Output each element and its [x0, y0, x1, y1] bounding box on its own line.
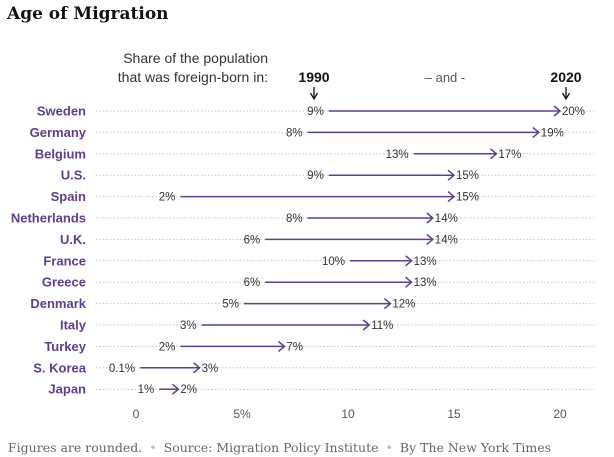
arrow-head — [405, 276, 413, 288]
end-value-label: 19% — [541, 127, 564, 139]
end-value-label: 12% — [392, 299, 415, 311]
footer-credit: By The New York Times — [399, 440, 552, 455]
legend-end-year: 2020 — [550, 69, 581, 85]
legend-line-2: that was foreign-born in: — [118, 69, 268, 85]
arrow-head — [277, 340, 286, 352]
footer-note: Figures are rounded. — [8, 440, 143, 455]
end-value-label: 15% — [456, 170, 479, 182]
end-value-label: 13% — [414, 277, 437, 289]
end-value-label: 14% — [435, 213, 458, 225]
footer: Figures are rounded. • Source: Migration P… — [8, 440, 551, 455]
arrow-head — [532, 126, 540, 138]
arrow-chart: Share of the population that was foreign-… — [11, 50, 594, 421]
start-value-label: 0.1% — [109, 363, 135, 375]
arrow-head — [383, 298, 392, 310]
country-label: Spain — [51, 189, 86, 204]
start-value-label: 9% — [307, 170, 324, 182]
country-label: Netherlands — [11, 211, 86, 226]
end-value-label: 3% — [202, 363, 219, 375]
start-value-label: 3% — [180, 320, 197, 332]
start-value-label: 5% — [222, 299, 239, 311]
end-value-label: 20% — [562, 106, 585, 118]
end-value-label: 7% — [286, 341, 303, 353]
arrow-head — [193, 362, 201, 374]
country-label: Greece — [42, 275, 86, 290]
end-value-label: 11% — [371, 320, 393, 332]
footer-separator: • — [149, 440, 157, 455]
arrow-head — [405, 255, 413, 267]
x-tick-label: 10 — [341, 407, 355, 421]
footer-separator: • — [385, 440, 393, 455]
start-value-label: 9% — [307, 106, 324, 118]
start-value-label: 6% — [244, 234, 261, 246]
arrow-head — [426, 233, 434, 245]
country-label: Italy — [60, 318, 87, 333]
country-label: Denmark — [30, 296, 86, 311]
legend-end-pointer-head — [561, 92, 571, 101]
legend-start-pointer-head — [309, 92, 319, 101]
arrow-head — [447, 191, 456, 203]
arrow-head — [171, 383, 180, 395]
arrow-head — [489, 148, 498, 160]
country-label: U.K. — [60, 232, 86, 247]
country-label: S. Korea — [33, 360, 87, 375]
country-label: Japan — [48, 382, 86, 397]
start-value-label: 13% — [386, 149, 409, 161]
x-tick-label: 15 — [447, 407, 461, 421]
legend-start-year: 1990 — [298, 69, 329, 85]
end-value-label: 14% — [435, 234, 458, 246]
country-label: Belgium — [35, 146, 86, 161]
country-label: Germany — [30, 125, 87, 140]
country-label: U.S. — [61, 168, 86, 183]
x-tick-label: 20 — [553, 407, 567, 421]
start-value-label: 10% — [322, 256, 345, 268]
start-value-label: 1% — [138, 384, 155, 396]
footer-source: Source: Migration Policy Institute — [163, 440, 379, 455]
legend-middle-text: – and - — [425, 70, 465, 85]
legend-line-1: Share of the population — [123, 50, 268, 66]
end-value-label: 13% — [414, 256, 437, 268]
start-value-label: 6% — [244, 277, 261, 289]
arrow-head — [553, 105, 562, 117]
x-tick-label: 0 — [133, 407, 140, 421]
arrow-head — [447, 169, 456, 181]
arrow-head — [426, 212, 434, 224]
end-value-label: 2% — [180, 384, 197, 396]
start-value-label: 2% — [159, 341, 176, 353]
end-value-label: 17% — [498, 149, 521, 161]
start-value-label: 8% — [286, 127, 303, 139]
country-label: Turkey — [44, 339, 86, 354]
country-label: France — [43, 253, 86, 268]
start-value-label: 8% — [286, 213, 303, 225]
arrow-head — [362, 319, 371, 331]
end-value-label: 15% — [456, 192, 479, 204]
country-label: Sweden — [37, 104, 86, 119]
start-value-label: 2% — [159, 192, 176, 204]
x-tick-label: 5% — [233, 407, 251, 421]
chart-title: Age of Migration — [7, 4, 169, 24]
